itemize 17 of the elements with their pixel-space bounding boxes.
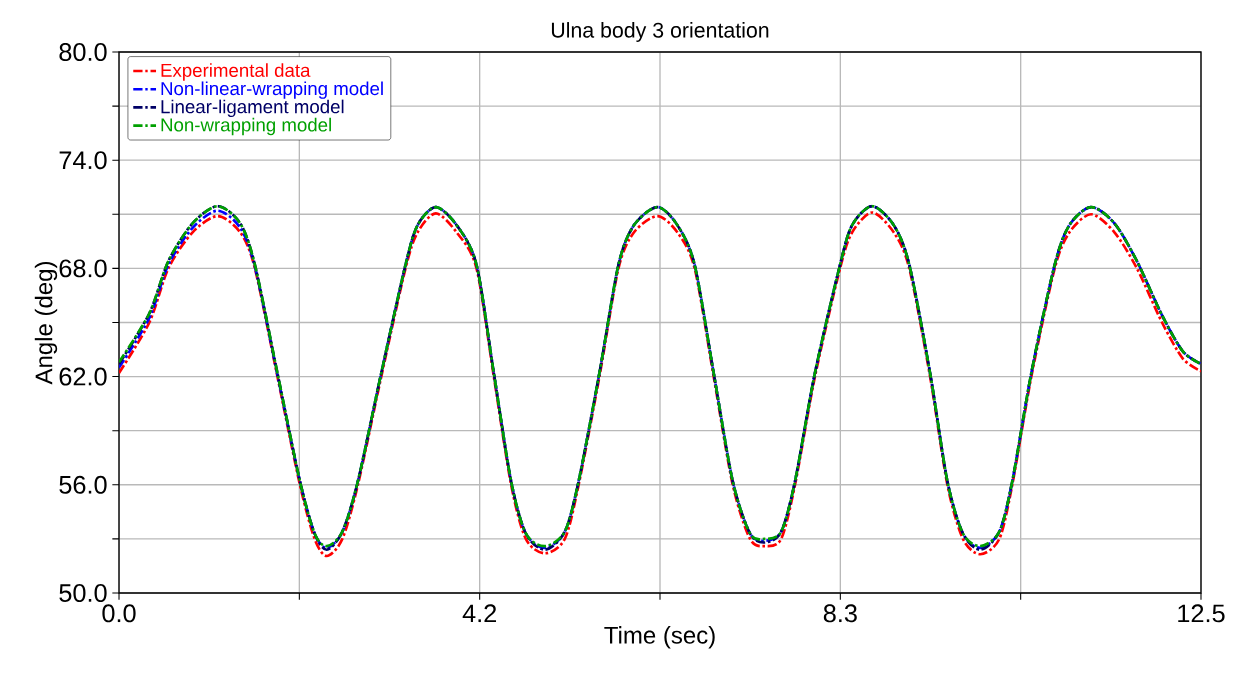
x-axis-title: Time (sec) <box>604 626 715 649</box>
y-axis-title: Angle (deg) <box>34 261 58 385</box>
legend-label: Experimental data <box>161 63 311 81</box>
y-tick-label: 80.0 <box>59 43 107 61</box>
x-tick-label: 12.5 <box>1178 604 1225 623</box>
y-tick-label: 68.0 <box>59 259 107 278</box>
legend-label: Non-linear-wrapping model <box>161 81 383 99</box>
y-tick-label: 74.0 <box>59 151 107 170</box>
x-tick-label: 8.3 <box>823 604 857 623</box>
y-tick-label: 56.0 <box>59 475 107 494</box>
legend-label: Non-wrapping model <box>161 117 331 136</box>
chart-title: Ulna body 3 orientation <box>551 22 769 42</box>
y-tick-label: 50.0 <box>59 584 107 602</box>
legend-label: Linear-ligament model <box>161 99 344 118</box>
x-tick-label: 0.0 <box>102 604 136 623</box>
y-tick-label: 62.0 <box>59 367 107 386</box>
x-tick-label: 4.2 <box>462 604 497 623</box>
